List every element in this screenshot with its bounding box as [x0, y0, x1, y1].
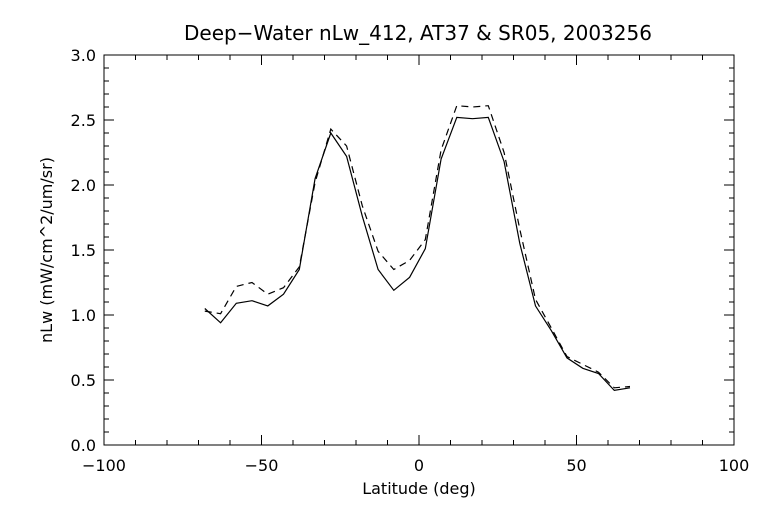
x-axis-label: Latitude (deg): [362, 479, 476, 498]
y-tick-label: 2.0: [71, 176, 96, 195]
series-line-solid: [204, 116, 631, 392]
series-line-dashed: [204, 105, 631, 389]
y-tick-label: 3.0: [71, 46, 96, 65]
x-tick-label: 50: [566, 456, 586, 475]
y-axis-label: nLw (mW/cm^2/um/sr): [37, 157, 56, 343]
y-axis: 0.0 0.5 1.0 1.5 2.0 2.5 3.0: [71, 46, 734, 455]
y-tick-label: 0.0: [71, 436, 96, 455]
y-tick-label: 2.5: [71, 111, 96, 130]
x-tick-label: 0: [414, 456, 424, 475]
y-tick-label: 1.0: [71, 306, 96, 325]
plot-frame: [103, 54, 735, 446]
y-tick-label: 0.5: [71, 371, 96, 390]
x-tick-label: 100: [719, 456, 750, 475]
x-tick-label: −100: [82, 456, 126, 475]
chart-title: Deep−Water nLw_412, AT37 & SR05, 2003256: [184, 21, 652, 45]
x-tick-label: −50: [245, 456, 279, 475]
x-axis: −100 −50 0 50 100: [82, 55, 749, 475]
y-tick-label: 1.5: [71, 241, 96, 260]
series-layer: [204, 105, 631, 392]
